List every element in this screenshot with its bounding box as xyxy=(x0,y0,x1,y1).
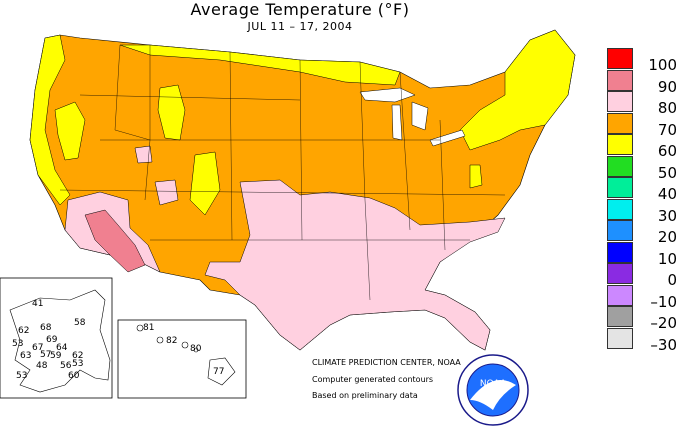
legend-label: 50 xyxy=(657,163,677,182)
alaska-outline xyxy=(9,289,111,393)
zone-90-100-desert xyxy=(84,209,146,273)
svg-text:62: 62 xyxy=(72,351,83,361)
legend-label: 100 xyxy=(648,56,677,74)
zone-80-90-south xyxy=(204,179,506,351)
legend-swatch xyxy=(607,112,633,134)
legend-swatch xyxy=(607,306,633,327)
legend-swatch xyxy=(607,241,633,263)
legend-swatch xyxy=(607,91,633,112)
legend-label: 20 xyxy=(657,228,677,246)
credit-cpc: CLIMATE PREDICTION CENTER, NOAA xyxy=(312,358,461,367)
legend-swatch xyxy=(607,198,633,220)
zone-60-70-pacific-coast xyxy=(29,34,71,206)
alaska-inset-frame xyxy=(0,277,113,399)
hawaii-islands xyxy=(136,324,236,386)
legend-swatch xyxy=(607,220,633,241)
lake-huron xyxy=(411,101,429,131)
temperature-map: 41 58 62 68 69 53 67 64 63 57 59 62 48 5… xyxy=(0,29,576,426)
noaa-logo-text: NOAA xyxy=(480,379,507,389)
svg-text:82: 82 xyxy=(166,336,177,346)
legend-swatch xyxy=(607,177,633,198)
svg-text:60: 60 xyxy=(68,371,80,381)
legend-label: 30 xyxy=(657,206,677,225)
legend-swatch xyxy=(607,69,633,91)
credit-preliminary: Based on preliminary data xyxy=(312,391,418,400)
svg-text:56: 56 xyxy=(60,361,72,371)
svg-text:81: 81 xyxy=(143,323,154,333)
legend-label: 80 xyxy=(657,99,677,117)
legend-label: –30 xyxy=(650,335,677,354)
lake-michigan xyxy=(391,104,403,141)
zone-60-70-appalachia xyxy=(469,164,483,189)
legend-label: 0 xyxy=(667,271,677,289)
svg-text:68: 68 xyxy=(40,323,52,333)
zone-60-70-northeast xyxy=(459,29,576,151)
svg-text:53: 53 xyxy=(12,339,23,349)
map-title: Average Temperature (°F) xyxy=(190,0,410,19)
hawaii-inset-frame xyxy=(117,319,247,399)
svg-text:62: 62 xyxy=(18,326,29,336)
noaa-logo: NOAA xyxy=(457,354,529,426)
svg-text:69: 69 xyxy=(46,335,58,345)
svg-text:63: 63 xyxy=(20,351,31,361)
zone-60-70-colorado xyxy=(189,151,221,216)
legend-swatch xyxy=(607,263,633,284)
legend-label: –10 xyxy=(650,292,677,311)
state-lines xyxy=(59,44,506,301)
map-subtitle: JUL 11 – 17, 2004 xyxy=(247,20,353,33)
svg-text:48: 48 xyxy=(36,361,48,371)
credit-contours: Computer generated contours xyxy=(312,375,434,384)
legend-label: –20 xyxy=(650,314,677,332)
svg-text:80: 80 xyxy=(190,344,202,354)
legend-label: 10 xyxy=(657,249,677,268)
svg-text:53: 53 xyxy=(16,371,27,381)
legend-label: 40 xyxy=(657,185,677,203)
legend-label: 60 xyxy=(657,142,677,160)
legend-label: 70 xyxy=(657,120,677,139)
legend-swatch xyxy=(607,155,633,177)
lake-erie xyxy=(429,129,466,147)
legend-label: 90 xyxy=(657,77,677,96)
zone-60-70-idaho xyxy=(54,101,86,161)
legend-swatch xyxy=(607,134,633,155)
alaska-values: 41 58 62 68 69 53 67 64 63 57 59 62 48 5… xyxy=(12,299,86,381)
svg-text:59: 59 xyxy=(50,351,62,361)
svg-text:57: 57 xyxy=(40,350,51,360)
svg-text:64: 64 xyxy=(56,343,68,353)
zone-60-70-northern-tier xyxy=(119,44,401,86)
zone-80-90-utah xyxy=(154,179,179,206)
legend-swatch xyxy=(607,48,633,69)
zone-80-90-nevada xyxy=(134,145,153,164)
svg-text:77: 77 xyxy=(213,367,224,377)
svg-text:67: 67 xyxy=(32,343,43,353)
svg-text:58: 58 xyxy=(74,318,86,328)
legend-swatch xyxy=(607,284,633,306)
svg-text:53: 53 xyxy=(72,359,83,369)
legend-swatch xyxy=(607,327,633,349)
svg-text:41: 41 xyxy=(32,299,43,309)
hawaii-values: 81 82 80 77 xyxy=(143,323,224,377)
